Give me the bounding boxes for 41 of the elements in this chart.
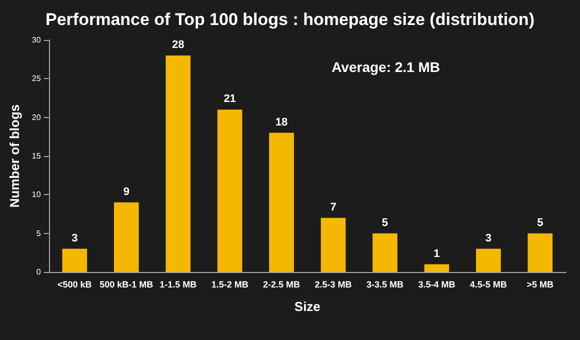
bar: [217, 110, 242, 272]
x-tick-label: 3-3.5 MB: [366, 280, 404, 290]
x-tick-label: 3.5-4 MB: [418, 280, 456, 290]
bar: [62, 248, 88, 272]
x-tick-label: >5 MB: [526, 280, 554, 290]
y-tick-label: 15: [32, 152, 42, 160]
x-tick-label: 4.5-5 MB: [470, 280, 508, 290]
data-label: 18: [275, 116, 288, 128]
bar: [528, 233, 553, 272]
bar: [372, 233, 398, 272]
x-tick-label: 2-2.5 MB: [263, 280, 301, 290]
bar: [476, 248, 501, 272]
data-label: 5: [537, 216, 544, 229]
y-axis-title: Number of blogs: [7, 104, 22, 208]
data-label: 21: [224, 93, 236, 106]
x-axis-title: Size: [294, 299, 320, 314]
data-label: 3: [72, 232, 78, 244]
y-tick-label: 0: [36, 268, 42, 276]
y-tick-label: 30: [32, 36, 42, 44]
x-tick-label: <500 kB: [58, 280, 92, 290]
bar: [114, 202, 139, 272]
y-tick-label: 25: [32, 74, 42, 84]
data-label: 9: [123, 186, 130, 198]
bar: [424, 264, 450, 272]
data-label: 7: [330, 201, 336, 214]
x-tick-label: 500 kB-1 MB: [100, 280, 154, 290]
bar: [166, 55, 191, 272]
y-tick-label: 20: [32, 112, 42, 122]
x-tick-label: 1.5-2 MB: [211, 280, 249, 290]
data-label: 28: [172, 38, 184, 51]
bar: [320, 218, 346, 272]
chart-title: Performance of Top 100 blogs : homepage size (distribution): [46, 10, 534, 29]
x-tick-label: 1-1.5 MB: [160, 280, 198, 290]
y-tick-label: 10: [32, 190, 42, 200]
annotation: Average: 2.1 MB: [332, 59, 440, 75]
data-label: 1: [434, 248, 440, 260]
data-label: 3: [485, 232, 492, 244]
y-tick-label: 5: [36, 228, 42, 238]
data-label: 5: [382, 216, 388, 229]
bar: [269, 132, 294, 272]
x-tick-label: 2.5-3 MB: [314, 280, 352, 290]
